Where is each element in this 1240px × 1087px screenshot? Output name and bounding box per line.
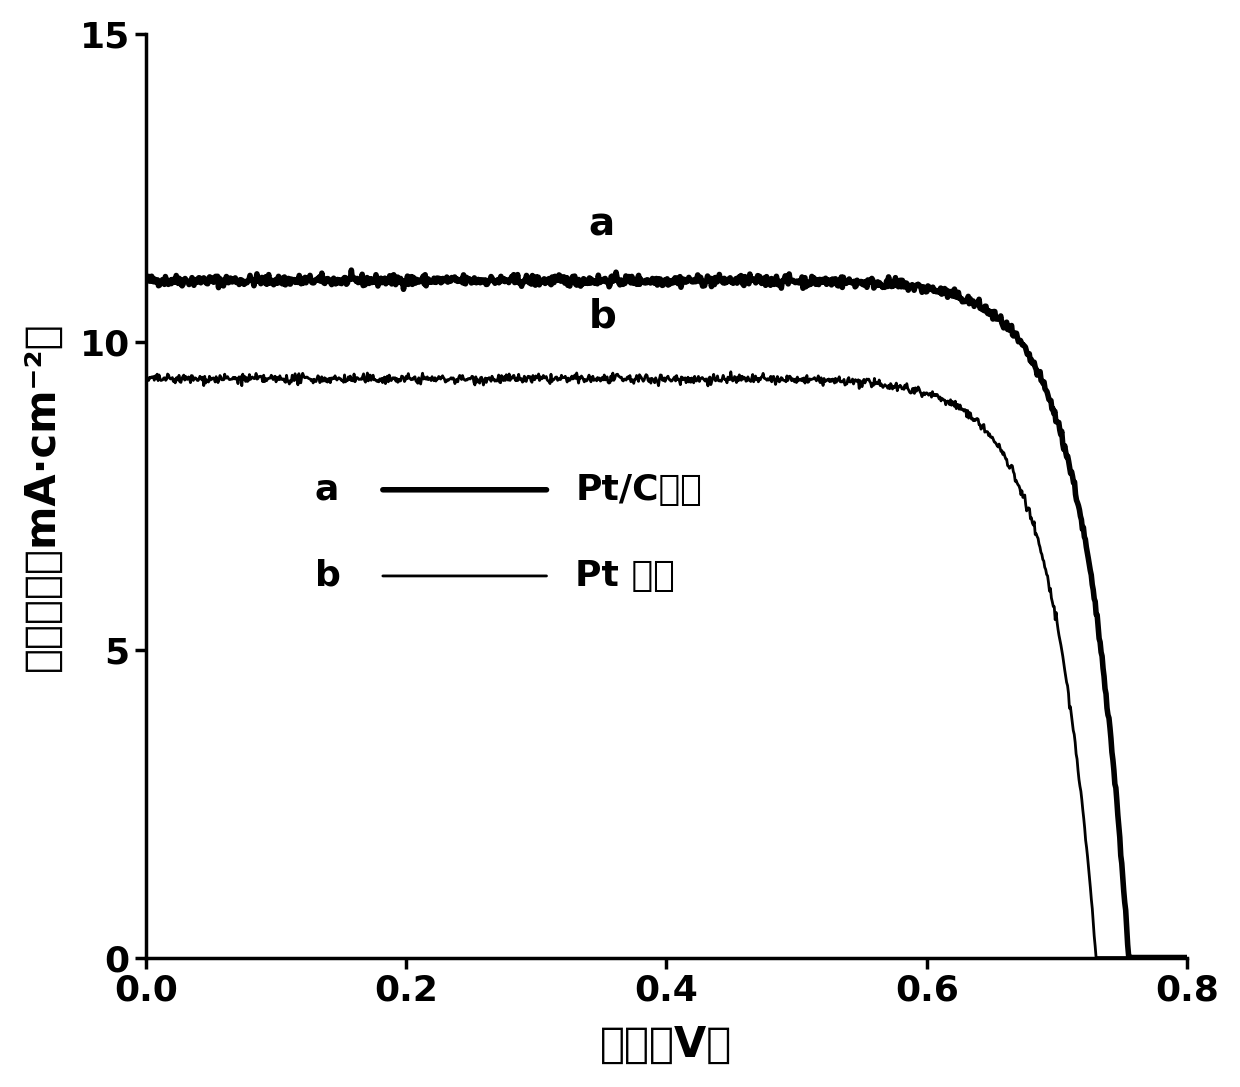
Text: a: a bbox=[315, 473, 340, 507]
Text: b: b bbox=[315, 559, 341, 592]
Text: Pt/C纤维: Pt/C纤维 bbox=[575, 473, 702, 507]
Text: b: b bbox=[588, 298, 616, 336]
Text: a: a bbox=[588, 205, 615, 243]
X-axis label: 电压（VＩ: 电压（VＩ bbox=[600, 1024, 733, 1066]
Y-axis label: 电流密度（mA·cm⁻²）: 电流密度（mA·cm⁻²） bbox=[21, 321, 63, 671]
Text: Pt 电极: Pt 电极 bbox=[575, 559, 675, 592]
